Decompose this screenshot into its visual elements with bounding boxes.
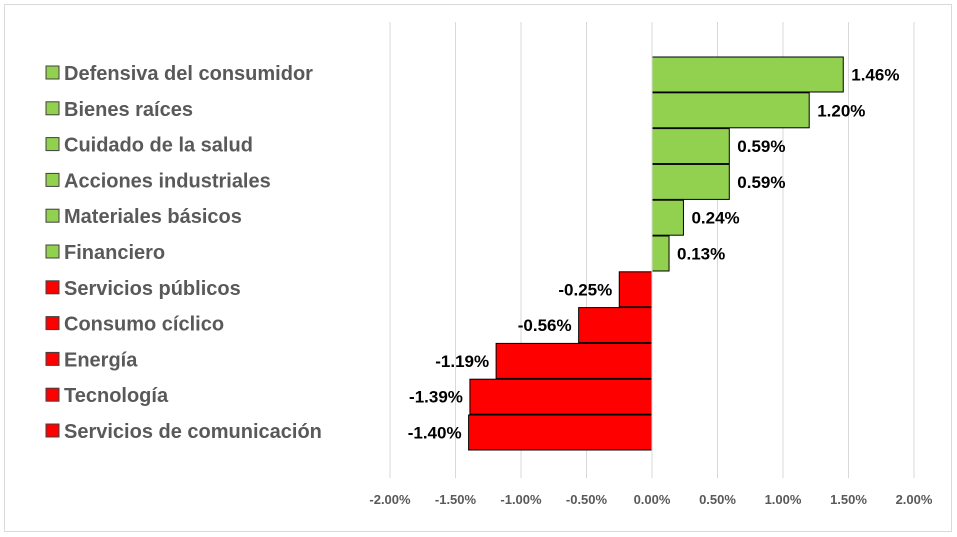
legend-marker <box>45 423 60 438</box>
bar <box>618 271 653 308</box>
legend-marker <box>45 316 60 331</box>
category-label: Tecnología <box>64 385 169 407</box>
legend-marker <box>45 351 60 366</box>
x-tick-label: 1.00% <box>765 492 802 507</box>
category-label: Servicios de comunicación <box>64 421 322 443</box>
category-label: Consumo cíclico <box>64 314 224 336</box>
legend-marker <box>45 280 60 295</box>
data-labels: 1.46% 1.20% 0.59% 0.59% 0.24% 0.13% -0.25% -0.5… <box>408 66 900 443</box>
data-label: -1.19% <box>435 352 489 371</box>
x-tick-label: 2.00% <box>896 492 933 507</box>
x-tick-label: 0.50% <box>699 492 736 507</box>
data-label: -1.40% <box>408 424 462 443</box>
legend-marker <box>45 208 60 223</box>
category-legend: Defensiva del consumidor Bienes raíces Cui… <box>45 63 322 443</box>
bar <box>495 342 653 379</box>
data-label: -0.25% <box>558 280 612 299</box>
category-label: Materiales básicos <box>64 206 242 228</box>
data-label: 0.13% <box>677 245 725 264</box>
x-tick-label: -1.50% <box>435 492 477 507</box>
bar <box>578 307 653 344</box>
category-label: Servicios públicos <box>64 278 241 300</box>
x-axis-ticks: -2.00% -1.50% -1.00% -0.50% 0.00% 0.50% 1.00% 1… <box>369 492 932 507</box>
legend-marker <box>45 65 60 80</box>
bar <box>651 128 730 165</box>
data-label: 1.20% <box>817 101 865 120</box>
bars <box>468 56 844 451</box>
category-label: Cuidado de la salud <box>64 135 253 157</box>
legend-marker <box>45 137 60 152</box>
data-label: 1.46% <box>851 66 899 85</box>
bar <box>651 235 670 272</box>
category-label: Bienes raíces <box>64 99 193 121</box>
x-tick-label: -2.00% <box>369 492 411 507</box>
category-label: Defensiva del consumidor <box>64 63 313 85</box>
legend-marker <box>45 387 60 402</box>
data-label: 0.24% <box>691 209 739 228</box>
category-label: Acciones industriales <box>64 170 271 192</box>
bar <box>468 414 653 451</box>
x-tick-label: 1.50% <box>830 492 867 507</box>
data-label: 0.59% <box>737 173 785 192</box>
data-label: -1.39% <box>409 388 463 407</box>
x-tick-label: 0.00% <box>634 492 671 507</box>
bar <box>651 92 810 129</box>
category-label: Energía <box>64 349 138 371</box>
x-tick-label: -0.50% <box>566 492 608 507</box>
legend-marker <box>45 244 60 259</box>
bar <box>651 199 684 236</box>
bar <box>651 56 844 93</box>
legend-marker <box>45 172 60 187</box>
x-tick-label: -1.00% <box>500 492 542 507</box>
bar <box>469 378 653 415</box>
data-label: -0.56% <box>518 316 572 335</box>
data-label: 0.59% <box>737 137 785 156</box>
bar <box>651 163 730 200</box>
legend-marker <box>45 101 60 116</box>
category-label: Financiero <box>64 242 165 264</box>
